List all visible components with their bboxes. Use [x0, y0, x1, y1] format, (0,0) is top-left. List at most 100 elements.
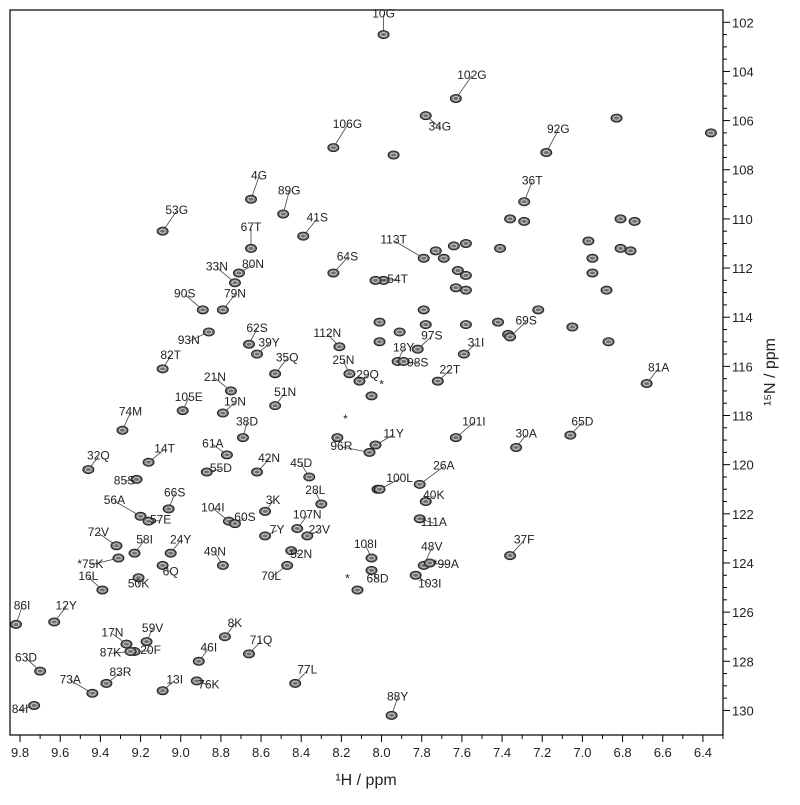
peak [10, 619, 23, 629]
peak-label: 14T [154, 441, 175, 455]
peak [156, 560, 169, 570]
peak-label: 79N [224, 287, 246, 301]
peak [704, 128, 717, 138]
peak-label: 83R [109, 665, 131, 679]
peak [327, 143, 340, 153]
peak-label: 106G [333, 117, 362, 131]
peak [251, 467, 264, 477]
peak [532, 305, 545, 315]
peak [387, 150, 400, 160]
peak-label: 32Q [87, 449, 110, 463]
peak [116, 425, 129, 435]
peak [327, 268, 340, 278]
peak [162, 504, 175, 514]
x-tick-label: 6.6 [654, 745, 672, 760]
peak [417, 305, 430, 315]
peak-label: 25N [332, 353, 354, 367]
peak-label: 26A [433, 459, 454, 473]
x-tick-label: 7.0 [573, 745, 591, 760]
peak-label: 62S [246, 321, 267, 335]
peak-label: 55D [210, 461, 232, 475]
peak-label: 87K [100, 645, 121, 659]
peak-label: 101I [462, 414, 485, 428]
peak [459, 285, 472, 295]
peak [504, 214, 517, 224]
peak-label: 35Q [276, 350, 299, 364]
peak-label: 86I [14, 599, 31, 613]
x-tick-label: 7.6 [453, 745, 471, 760]
x-tick-label: 9.4 [91, 745, 109, 760]
peak [365, 391, 378, 401]
x-tick-label: 8.6 [252, 745, 270, 760]
peak [373, 317, 386, 327]
x-tick-label: 8.8 [212, 745, 230, 760]
peak [86, 688, 99, 698]
peak [624, 246, 637, 256]
peak-label: 11Y [383, 427, 403, 441]
peak-label: 56A [104, 493, 125, 507]
peak [96, 585, 109, 595]
star-markers: * * * [331, 377, 384, 595]
peak [586, 268, 599, 278]
peak [385, 710, 398, 720]
peak-label: 46I [200, 640, 217, 654]
peak [285, 546, 298, 556]
peak [351, 585, 364, 595]
peak [413, 479, 426, 489]
peak-label: 63D [15, 650, 37, 664]
peak [369, 275, 382, 285]
peak-label: *75K [77, 557, 103, 571]
peak [112, 553, 125, 563]
x-tick-label: 9.2 [132, 745, 150, 760]
peak-label: 92G [547, 122, 570, 136]
peak [124, 646, 137, 656]
peak [451, 266, 464, 276]
y-tick-label: 114 [732, 310, 753, 325]
peak-label: 12Y [56, 599, 77, 613]
peak [130, 474, 143, 484]
peak-label: 111A [421, 515, 447, 529]
peak [303, 472, 316, 482]
x-tick-label: 8.0 [373, 745, 391, 760]
peak-label: 85S [114, 473, 135, 487]
peak [190, 676, 203, 686]
peak [291, 524, 304, 534]
peak-label: 21N [204, 370, 226, 384]
peak-label: 73A [60, 672, 81, 686]
peak [251, 349, 264, 359]
peak [331, 433, 344, 443]
peak [48, 617, 61, 627]
plot-frame [9, 9, 724, 736]
peak-label: 80N [242, 257, 264, 271]
peak [28, 701, 41, 711]
peak [419, 111, 432, 121]
x-tick-label: 6.8 [614, 745, 632, 760]
peak [582, 236, 595, 246]
peak [156, 686, 169, 696]
peak-label: 82T [160, 348, 181, 362]
peak-label: 20F [140, 643, 161, 657]
star-marker-label: * [379, 377, 384, 391]
peak [140, 637, 153, 647]
y-tick-label: 128 [732, 654, 754, 669]
peak-label: 42N [258, 451, 280, 465]
peak-label: 59V [142, 621, 163, 635]
peak [34, 666, 47, 676]
y-tick-label: 116 [732, 359, 753, 374]
peak-label: 17N [101, 626, 123, 640]
peak-label: 7Y [270, 522, 285, 536]
y-tick-label: 120 [732, 458, 754, 473]
x-tick-label: 8.2 [332, 745, 350, 760]
star-marker-label: * [343, 412, 348, 426]
peak-label: 51N [274, 385, 296, 399]
peak [196, 305, 209, 315]
peak-label: 112N [313, 326, 341, 340]
peak-label: 93N [178, 333, 200, 347]
peak [176, 406, 189, 416]
y-tick-label: 126 [732, 605, 754, 620]
peak [365, 565, 378, 575]
peak [393, 327, 406, 337]
peak [365, 553, 378, 563]
peak-label: 4G [251, 169, 267, 183]
peak-label: 37F [514, 532, 535, 546]
